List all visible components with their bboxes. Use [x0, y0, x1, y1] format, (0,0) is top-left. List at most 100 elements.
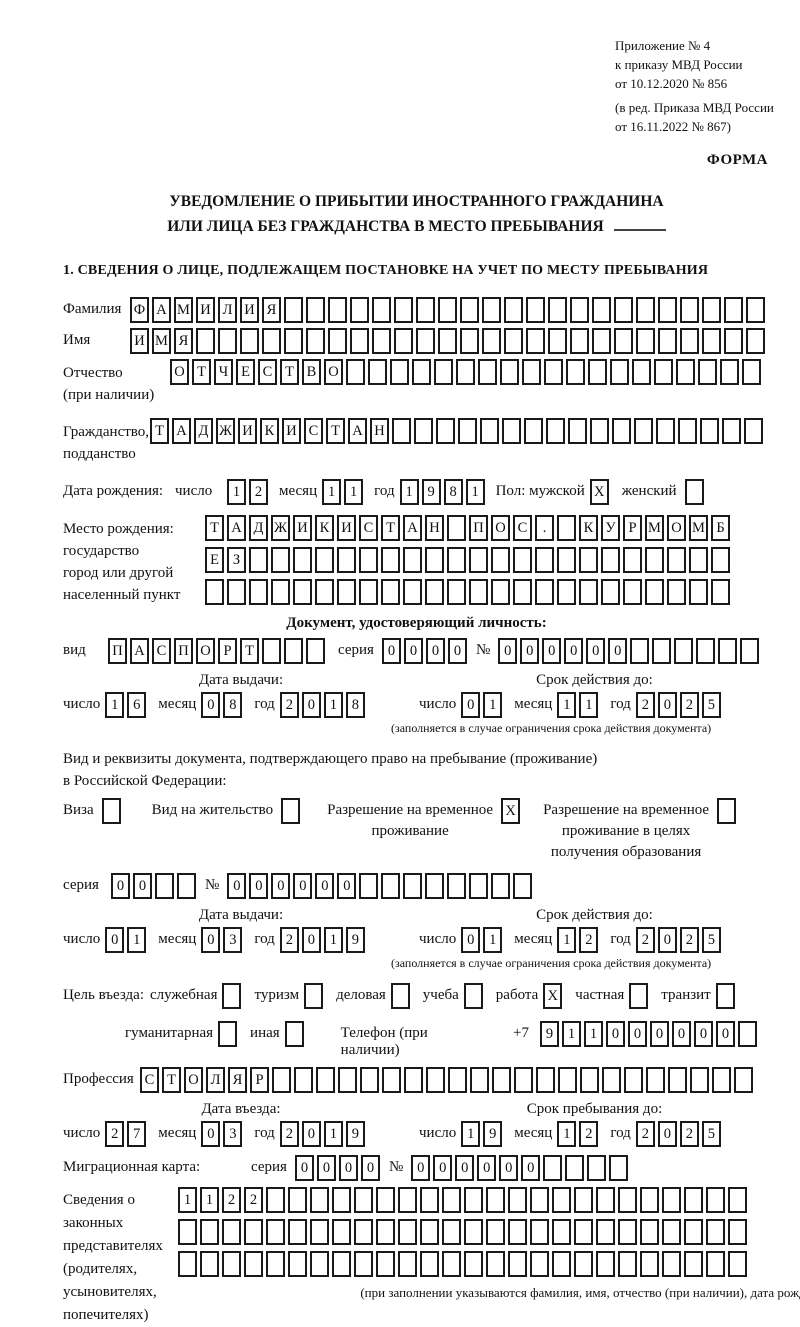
char-box[interactable]: [332, 1187, 351, 1213]
char-box[interactable]: 0: [133, 873, 152, 899]
char-box[interactable]: 2: [244, 1187, 263, 1213]
char-box[interactable]: [456, 359, 475, 385]
char-box[interactable]: [654, 359, 673, 385]
char-box[interactable]: [530, 1187, 549, 1213]
char-box[interactable]: [548, 297, 567, 323]
char-box[interactable]: [284, 297, 303, 323]
char-box[interactable]: [601, 579, 620, 605]
char-box[interactable]: Л: [218, 297, 237, 323]
char-box[interactable]: [618, 1219, 637, 1245]
char-box[interactable]: [442, 1251, 461, 1277]
char-box[interactable]: И: [293, 515, 312, 541]
char-box[interactable]: [524, 418, 543, 444]
char-box[interactable]: 9: [421, 479, 441, 505]
char-box[interactable]: [574, 1251, 593, 1277]
char-box[interactable]: [392, 418, 411, 444]
char-box[interactable]: [469, 579, 488, 605]
char-box[interactable]: Е: [205, 547, 224, 573]
char-box[interactable]: [612, 418, 631, 444]
char-box[interactable]: [205, 579, 224, 605]
char-box[interactable]: 0: [628, 1021, 647, 1047]
char-box[interactable]: [337, 579, 356, 605]
char-box[interactable]: А: [130, 638, 149, 664]
char-box[interactable]: 0: [411, 1155, 431, 1181]
char-box[interactable]: 2: [635, 927, 655, 953]
char-box[interactable]: [610, 359, 629, 385]
char-box[interactable]: [668, 1067, 687, 1093]
char-box[interactable]: [711, 579, 730, 605]
char-box[interactable]: [646, 1067, 665, 1093]
char-box[interactable]: [552, 1219, 571, 1245]
char-box[interactable]: [492, 1067, 511, 1093]
char-box[interactable]: 1: [483, 692, 503, 718]
char-box[interactable]: [155, 873, 174, 899]
char-box[interactable]: [350, 328, 369, 354]
char-box[interactable]: [689, 579, 708, 605]
char-box[interactable]: [442, 1187, 461, 1213]
char-box[interactable]: [332, 1251, 351, 1277]
char-box[interactable]: И: [240, 297, 259, 323]
char-box[interactable]: [740, 638, 760, 664]
char-box[interactable]: [178, 1251, 197, 1277]
char-box[interactable]: [420, 1219, 439, 1245]
char-box[interactable]: X: [543, 983, 563, 1009]
char-box[interactable]: 0: [447, 638, 467, 664]
char-box[interactable]: Ч: [214, 359, 233, 385]
char-box[interactable]: [728, 1251, 747, 1277]
char-box[interactable]: [390, 359, 409, 385]
char-box[interactable]: И: [130, 328, 149, 354]
char-box[interactable]: 8: [345, 692, 365, 718]
char-box[interactable]: [218, 1021, 238, 1047]
char-box[interactable]: [720, 359, 739, 385]
char-box[interactable]: [368, 359, 387, 385]
char-box[interactable]: [447, 515, 466, 541]
char-box[interactable]: [536, 1067, 555, 1093]
char-box[interactable]: 2: [635, 1121, 655, 1147]
char-box[interactable]: С: [140, 1067, 159, 1093]
char-box[interactable]: [624, 1067, 643, 1093]
char-box[interactable]: [412, 359, 431, 385]
char-box[interactable]: 2: [105, 1121, 125, 1147]
char-box[interactable]: [568, 418, 587, 444]
char-box[interactable]: М: [152, 328, 171, 354]
char-box[interactable]: 0: [425, 638, 445, 664]
char-box[interactable]: [359, 579, 378, 605]
char-box[interactable]: 0: [201, 927, 221, 953]
char-box[interactable]: [359, 873, 379, 899]
char-box[interactable]: [504, 297, 523, 323]
char-box[interactable]: Р: [623, 515, 642, 541]
char-box[interactable]: [460, 328, 479, 354]
char-box[interactable]: [382, 1067, 401, 1093]
char-box[interactable]: Я: [262, 297, 281, 323]
char-box[interactable]: [696, 638, 716, 664]
char-box[interactable]: [310, 1251, 329, 1277]
char-box[interactable]: [596, 1219, 615, 1245]
char-box[interactable]: [508, 1251, 527, 1277]
char-box[interactable]: 0: [672, 1021, 691, 1047]
char-box[interactable]: 2: [222, 1187, 241, 1213]
char-box[interactable]: [724, 328, 743, 354]
char-box[interactable]: 9: [345, 927, 365, 953]
char-box[interactable]: 1: [344, 479, 364, 505]
char-box[interactable]: [469, 547, 488, 573]
char-box[interactable]: 0: [201, 1121, 221, 1147]
char-box[interactable]: [478, 359, 497, 385]
char-box[interactable]: [403, 873, 423, 899]
char-box[interactable]: [676, 359, 695, 385]
char-box[interactable]: Т: [150, 418, 169, 444]
char-box[interactable]: [354, 1219, 373, 1245]
char-box[interactable]: [634, 418, 653, 444]
char-box[interactable]: [558, 1067, 577, 1093]
char-box[interactable]: 2: [679, 1121, 699, 1147]
char-box[interactable]: [398, 1251, 417, 1277]
char-box[interactable]: 1: [483, 927, 503, 953]
char-box[interactable]: [706, 1187, 725, 1213]
char-box[interactable]: [381, 547, 400, 573]
char-box[interactable]: 1: [105, 692, 125, 718]
char-box[interactable]: [552, 1187, 571, 1213]
char-box[interactable]: [526, 297, 545, 323]
char-box[interactable]: 0: [293, 873, 313, 899]
char-box[interactable]: П: [174, 638, 193, 664]
char-box[interactable]: 3: [223, 927, 243, 953]
char-box[interactable]: [508, 1187, 527, 1213]
